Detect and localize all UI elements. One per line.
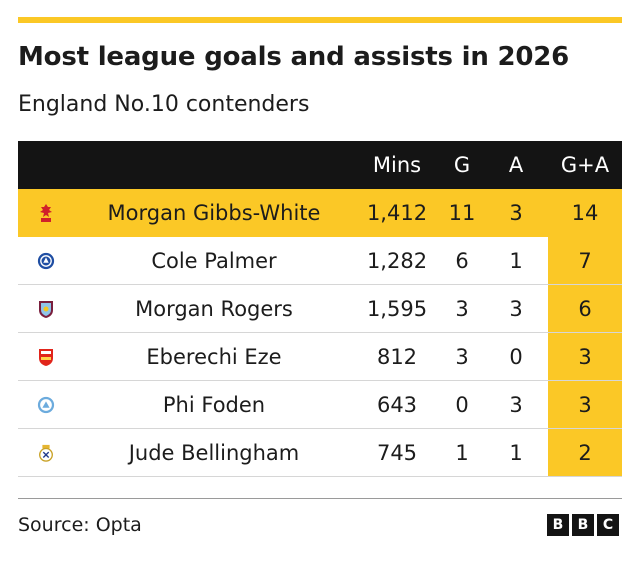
- table-row: Morgan Gibbs-White 1,412 11 3 14: [18, 189, 622, 237]
- nottingham-forest-crest-icon: [18, 189, 74, 236]
- goals-plus-assists-value: 2: [548, 429, 622, 476]
- goals-plus-assists-value: 3: [548, 333, 622, 380]
- goals-value: 11: [448, 200, 476, 225]
- player-name: Jude Bellingham: [128, 440, 300, 465]
- bbc-logo: B B C: [547, 514, 619, 536]
- accent-bar: [18, 17, 622, 23]
- table-row: Jude Bellingham 745 1 1 2: [18, 429, 622, 477]
- player-name: Morgan Gibbs-White: [107, 200, 321, 225]
- header-goals: G: [453, 153, 471, 177]
- header-player: [74, 141, 354, 189]
- goals-value: 0: [455, 392, 469, 417]
- arsenal-crest-icon: [18, 333, 74, 380]
- player-name: Cole Palmer: [151, 248, 277, 273]
- minutes-value: 1,595: [366, 296, 428, 321]
- real-madrid-crest-icon: [18, 429, 74, 476]
- goals-plus-assists-value: 6: [548, 285, 622, 332]
- header-goals-plus-assists: G+A: [560, 153, 610, 177]
- assists-value: 3: [509, 392, 523, 417]
- minutes-value: 1,282: [366, 248, 428, 273]
- player-name: Phi Foden: [162, 392, 266, 417]
- goals-value: 1: [455, 440, 469, 465]
- table-row: Eberechi Eze 812 3 0 3: [18, 333, 622, 381]
- assists-value: 1: [509, 440, 523, 465]
- goals-value: 6: [455, 248, 469, 273]
- chart-subtitle: England No.10 contenders: [18, 92, 310, 117]
- assists-value: 0: [509, 344, 523, 369]
- minutes-value: 643: [376, 392, 418, 417]
- chelsea-crest-icon: [18, 237, 74, 284]
- minutes-value: 745: [376, 440, 418, 465]
- table-header: Mins G A G+A: [18, 141, 622, 189]
- stats-table: Mins G A G+A Morgan Gibbs-White 1,412 11 3 1…: [18, 141, 622, 477]
- assists-value: 1: [509, 248, 523, 273]
- minutes-value: 1,412: [366, 200, 428, 225]
- assists-value: 3: [509, 296, 523, 321]
- minutes-value: 812: [376, 344, 418, 369]
- bbc-logo-letter: C: [597, 514, 619, 536]
- goals-plus-assists-value: 7: [548, 237, 622, 284]
- manchester-city-crest-icon: [18, 381, 74, 428]
- header-club: [18, 141, 74, 189]
- bbc-logo-letter: B: [572, 514, 594, 536]
- footer-divider: [18, 498, 622, 499]
- assists-value: 3: [509, 200, 523, 225]
- table-row: Cole Palmer 1,282 6 1 7: [18, 237, 622, 285]
- chart-title: Most league goals and assists in 2026: [18, 42, 570, 72]
- player-name: Morgan Rogers: [135, 296, 293, 321]
- bbc-logo-letter: B: [547, 514, 569, 536]
- table-row: Phi Foden 643 0 3 3: [18, 381, 622, 429]
- goals-plus-assists-value: 3: [548, 381, 622, 428]
- header-assists: A: [508, 153, 524, 177]
- source-note: Source: Opta: [18, 514, 142, 536]
- table-body: Morgan Gibbs-White 1,412 11 3 14 Cole Palmer 1…: [18, 189, 622, 477]
- header-mins: Mins: [372, 153, 422, 177]
- player-name: Eberechi Eze: [146, 344, 282, 369]
- goals-value: 3: [455, 344, 469, 369]
- goals-plus-assists-value: 14: [548, 189, 622, 236]
- goals-value: 3: [455, 296, 469, 321]
- aston-villa-crest-icon: [18, 285, 74, 332]
- table-row: Morgan Rogers 1,595 3 3 6: [18, 285, 622, 333]
